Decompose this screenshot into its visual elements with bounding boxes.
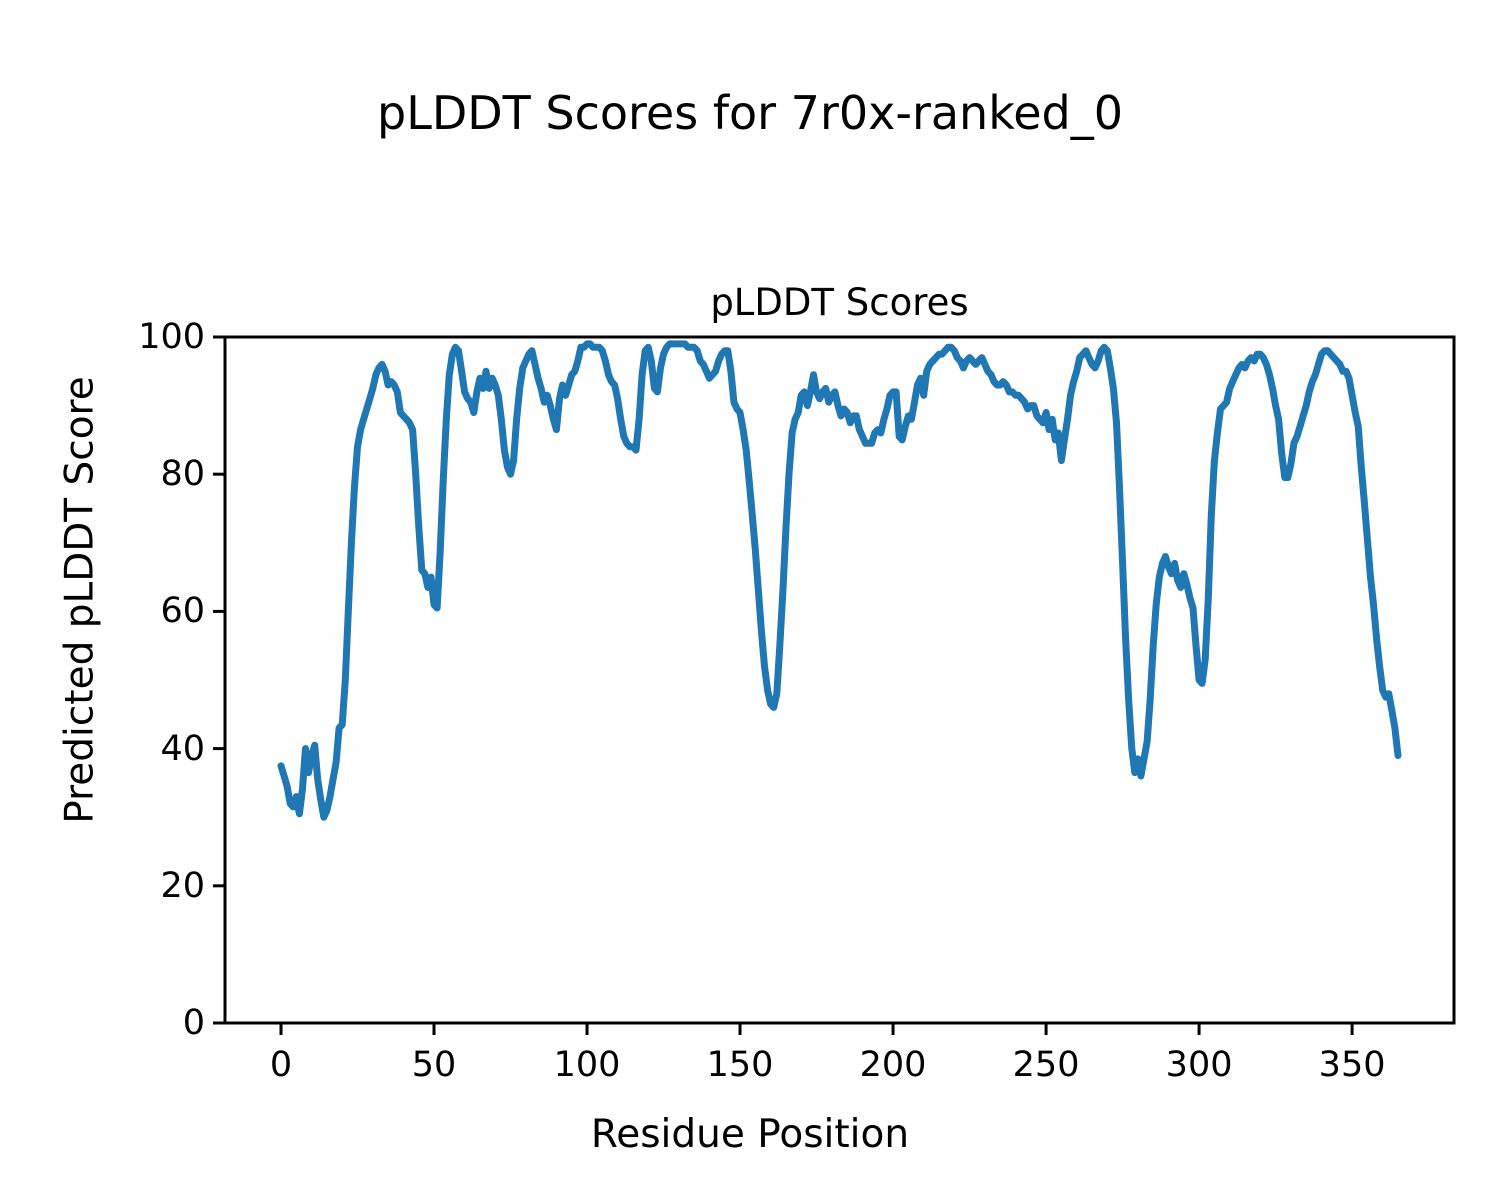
x-tick-label: 200 [859, 1045, 927, 1085]
y-tick-label: 20 [160, 865, 205, 906]
plddt-line [277, 340, 1402, 821]
x-tick-label: 250 [1012, 1045, 1080, 1085]
y-tick-label: 100 [138, 317, 205, 357]
x-axis-label: Residue Position [590, 1112, 910, 1157]
x-tick-label: 100 [553, 1045, 621, 1085]
y-tick-label: 80 [160, 454, 205, 495]
y-tick-label: 40 [160, 728, 205, 769]
figure-title: pLDDT Scores for 7r0x-ranked_0 [377, 86, 1123, 140]
x-tick-label: 150 [706, 1045, 774, 1085]
x-tick-label: 350 [1318, 1045, 1386, 1085]
x-tick-label: 300 [1165, 1045, 1233, 1085]
x-tick-label: 0 [269, 1045, 293, 1085]
x-tick-label: 50 [411, 1045, 457, 1085]
axes-spines [223, 335, 1456, 1025]
axes-title: pLDDT Scores [710, 281, 969, 324]
y-tick-label: 60 [160, 591, 205, 632]
y-tick-label: 0 [182, 1003, 205, 1043]
